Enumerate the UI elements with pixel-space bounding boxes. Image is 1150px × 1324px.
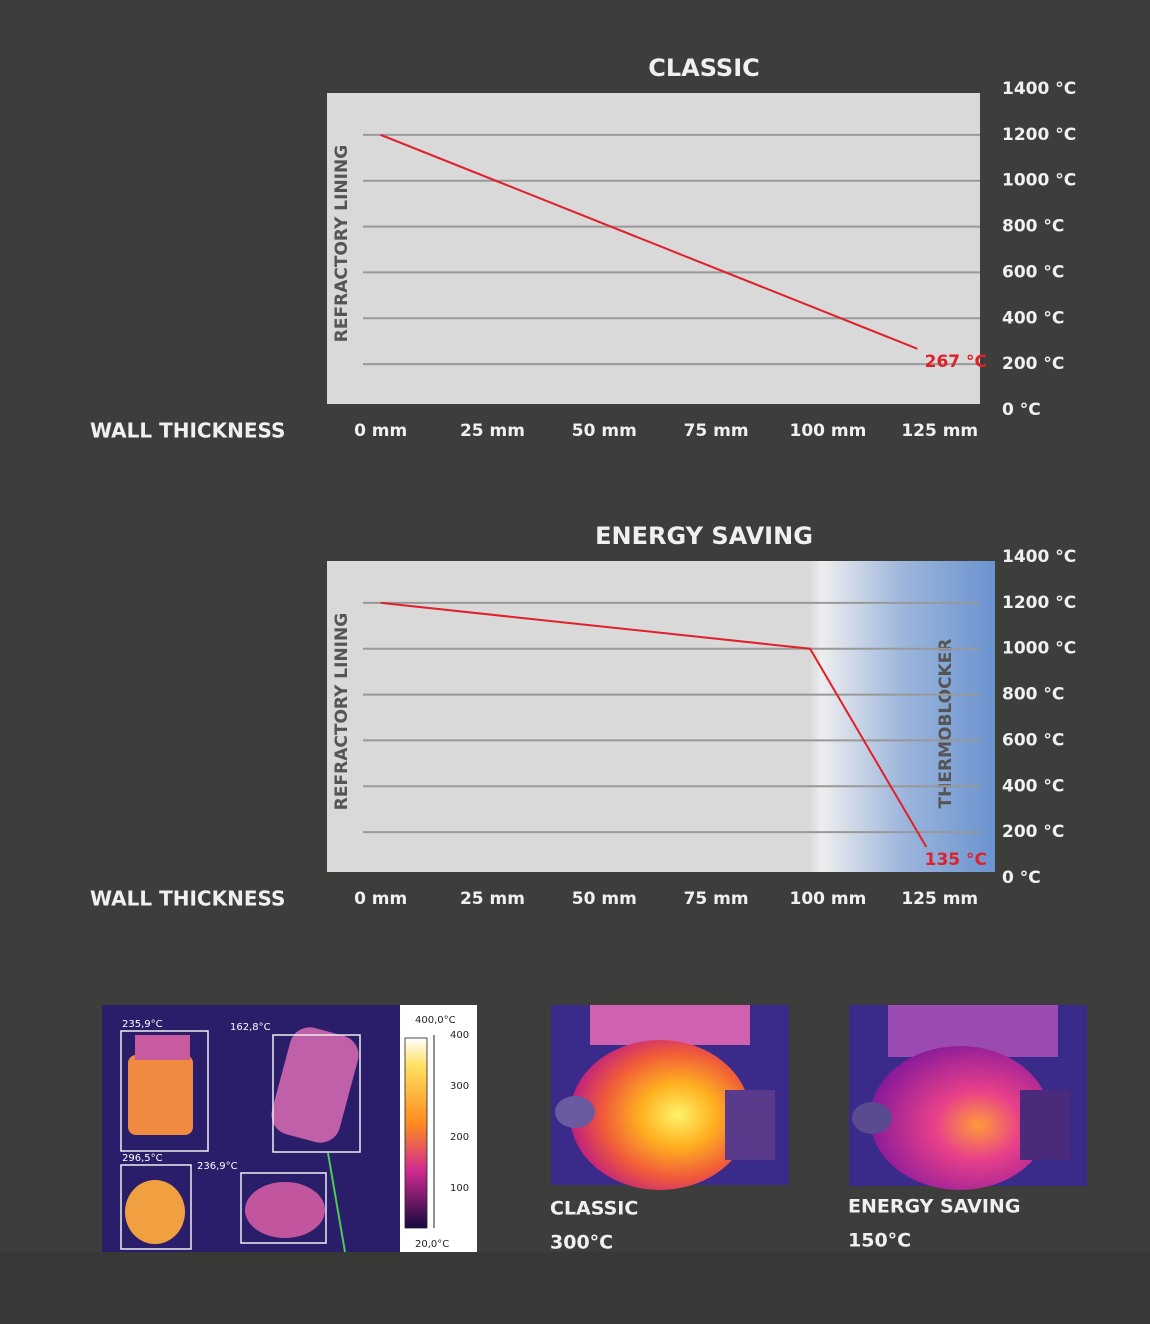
chart: CLASSIC 0 °C 200 °C 400 °C 600 °C 800 °C 1000 … [90,54,1076,443]
data-label: 135 °C [925,850,987,870]
y-axis-label: REFRACTORY LINING [332,613,352,810]
x-axis-label: WALL THICKNESS [90,887,285,911]
scale-tick: 200 [450,1132,469,1143]
caption: ENERGY SAVING [848,1196,1020,1218]
plot-area [327,93,980,404]
y-tick-label: 1400 °C [1002,79,1076,99]
chart-title: CLASSIC [648,54,760,82]
x-tick-label: 125 mm [901,421,978,441]
y-tick-label: 1200 °C [1002,593,1076,613]
scale-tick: 400 [450,1030,469,1041]
y-tick-label: 1000 °C [1002,171,1076,191]
reading: 296,5°C [122,1153,163,1164]
line [380,133,918,350]
thermal-classic: CLASSIC 300°C [550,1005,789,1254]
x-tick-label: 75 mm [684,889,749,909]
y-axis-label: REFRACTORY LINING [332,145,352,342]
chart-title: ENERGY SAVING [595,522,813,550]
x-tick-label: 0 mm [354,421,407,441]
y-tick-label: 0 °C [1002,400,1041,420]
caption: CLASSIC [550,1198,638,1220]
caption-temperature: 300°C [550,1232,613,1254]
x-tick-label: 0 mm [354,889,407,909]
reading: 236,9°C [197,1161,238,1172]
data-label: 267 °C [925,352,987,372]
scale-max: 400,0°C [415,1015,456,1026]
thermal-camera-image: 235,9°C 162,8°C 296,5°C 236,9°C 400,0°C … [0,1005,1150,1324]
y-tick-label: 200 °C [1002,354,1064,374]
reading: 235,9°C [122,1019,163,1030]
y-tick-label: 600 °C [1002,262,1064,282]
x-tick-label: 50 mm [572,421,637,441]
x-tick-label: 25 mm [460,889,525,909]
thermal-energy-saving: ENERGY SAVING 150°C [848,1005,1087,1252]
x-axis-label: WALL THICKNESS [90,419,285,443]
scale-tick: 100 [450,1183,469,1194]
y-tick-label: 1000 °C [1002,639,1076,659]
reading: 162,8°C [230,1022,271,1033]
x-tick-label: 100 mm [790,889,867,909]
y-tick-label: 1400 °C [1002,547,1076,567]
y-tick-label: 400 °C [1002,308,1064,328]
y-tick-label: 800 °C [1002,217,1064,237]
chart: THERMOBLOCKER ENERGY SAVING 0 °C 200 °C 400 … [90,522,1076,911]
x-tick-label: 75 mm [684,421,749,441]
caption-temperature: 150°C [848,1230,911,1252]
y-tick-label: 1200 °C [1002,125,1076,145]
scale-tick: 300 [450,1081,469,1092]
x-tick-label: 100 mm [790,421,867,441]
thermoblocker-band [810,561,995,872]
line [380,601,928,848]
y-tick-label: 800 °C [1002,685,1064,705]
y-tick-label: 200 °C [1002,822,1064,842]
y-tick-label: 600 °C [1002,730,1064,750]
y-tick-label: 0 °C [1002,868,1041,888]
band-label: THERMOBLOCKER [936,639,956,809]
y-tick-label: 400 °C [1002,776,1064,796]
x-tick-label: 125 mm [901,889,978,909]
scale-min: 20,0°C [415,1239,449,1250]
x-tick-label: 50 mm [572,889,637,909]
x-tick-label: 25 mm [460,421,525,441]
